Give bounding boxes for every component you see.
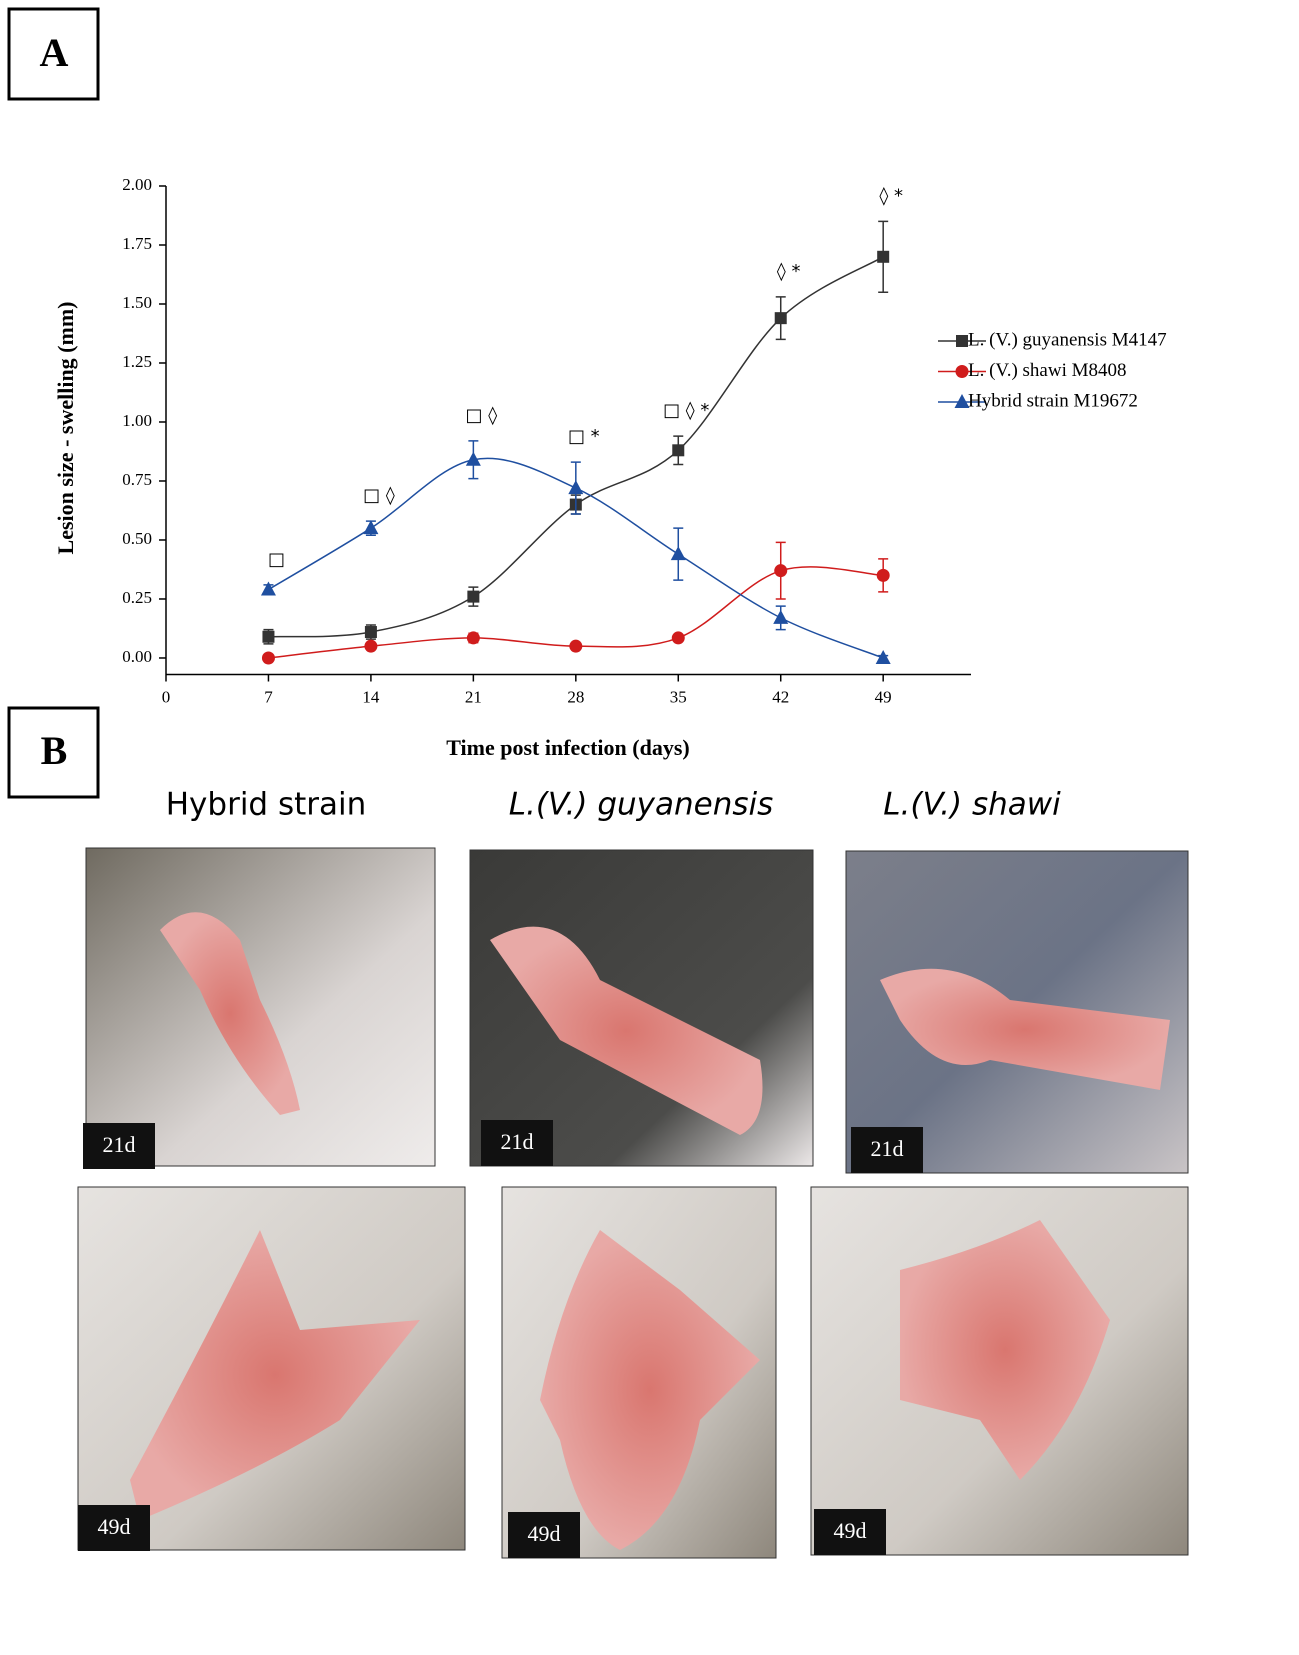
photo-label: 49d bbox=[528, 1521, 561, 1546]
legend-entry: L. (V.) shawi M8408 bbox=[968, 360, 1127, 381]
x-tick-label: 21 bbox=[465, 687, 482, 706]
photo-label: 49d bbox=[834, 1518, 867, 1543]
marker bbox=[672, 444, 685, 457]
marker bbox=[875, 649, 891, 664]
marker bbox=[773, 609, 789, 624]
legend-entry: Hybrid strain M19672 bbox=[968, 390, 1138, 411]
y-tick-label: 0.00 bbox=[122, 647, 152, 666]
marker bbox=[568, 480, 584, 495]
x-tick-label: 7 bbox=[264, 687, 273, 706]
paw bbox=[130, 1230, 420, 1520]
marker bbox=[466, 631, 480, 645]
significance-mark: ◊ * bbox=[879, 185, 903, 206]
marker bbox=[363, 520, 379, 535]
photo-label: 21d bbox=[501, 1129, 534, 1154]
marker bbox=[956, 335, 968, 347]
paw bbox=[160, 912, 300, 1115]
label-box bbox=[508, 1512, 580, 1558]
marker bbox=[467, 590, 480, 603]
paw bbox=[540, 1230, 760, 1550]
panel-label: B bbox=[41, 728, 68, 773]
significance-mark: □ ◊ * bbox=[663, 400, 709, 421]
y-axis-label: Lesion size - swelling (mm) bbox=[53, 302, 78, 555]
paw bbox=[900, 1220, 1110, 1480]
panel-label: A bbox=[40, 30, 69, 75]
y-tick-label: 1.50 bbox=[122, 293, 152, 312]
significance-mark: □ ◊ bbox=[466, 405, 498, 426]
y-tick-label: 0.25 bbox=[122, 588, 152, 607]
panel-box bbox=[7, 706, 100, 799]
marker bbox=[955, 365, 969, 378]
marker bbox=[670, 546, 686, 561]
x-tick-label: 0 bbox=[162, 687, 171, 706]
marker bbox=[364, 639, 378, 653]
label-box bbox=[78, 1505, 150, 1551]
marker bbox=[262, 630, 275, 643]
photo-label: 49d bbox=[98, 1514, 131, 1539]
x-tick-label: 35 bbox=[670, 687, 687, 706]
column-heading: Hybrid strain bbox=[166, 787, 367, 823]
y-tick-label: 1.25 bbox=[122, 352, 152, 371]
significance-mark: □ bbox=[268, 549, 285, 570]
label-box bbox=[814, 1509, 886, 1555]
marker bbox=[876, 568, 890, 582]
marker bbox=[774, 312, 787, 325]
marker bbox=[364, 626, 377, 639]
label-box bbox=[481, 1120, 553, 1166]
marker bbox=[877, 250, 890, 263]
paw bbox=[880, 968, 1170, 1090]
x-tick-label: 28 bbox=[567, 687, 584, 706]
marker bbox=[569, 639, 583, 653]
x-tick-label: 14 bbox=[362, 687, 380, 706]
x-tick-label: 49 bbox=[875, 687, 892, 706]
marker bbox=[465, 451, 481, 466]
x-tick-label: 42 bbox=[772, 687, 789, 706]
column-heading: L.(V.) shawi bbox=[883, 787, 1061, 823]
y-tick-label: 2.00 bbox=[122, 175, 152, 194]
y-tick-label: 1.75 bbox=[122, 234, 152, 253]
chart: 0.00 0.25 0.50 0.75 1.00 1.25 1.50 1.75 2.00 0 7 14… bbox=[53, 175, 1167, 760]
significance-mark: □ ◊ bbox=[363, 485, 395, 506]
photo-label: 21d bbox=[103, 1132, 136, 1157]
significance-mark: ◊ * bbox=[777, 261, 801, 282]
marker bbox=[261, 651, 275, 665]
marker bbox=[774, 564, 788, 578]
label-box bbox=[851, 1127, 923, 1173]
x-axis-label: Time post infection (days) bbox=[446, 735, 689, 760]
marker bbox=[260, 581, 276, 596]
photo-label: 21d bbox=[871, 1136, 904, 1161]
column-heading: L.(V.) guyanensis bbox=[509, 787, 774, 823]
photo-grid: Hybrid strain L.(V.) guyanensis L.(V.) sha… bbox=[77, 787, 1189, 1559]
marker bbox=[954, 394, 970, 408]
y-tick-label: 1.00 bbox=[122, 411, 152, 430]
y-tick-label: 0.50 bbox=[122, 529, 152, 548]
label-box bbox=[83, 1123, 155, 1169]
marker bbox=[671, 631, 685, 645]
significance-mark: □ * bbox=[568, 426, 600, 447]
panel-box bbox=[7, 7, 100, 101]
y-tick-label: 0.75 bbox=[122, 470, 152, 489]
paw bbox=[490, 926, 763, 1135]
legend-entry: L. (V.) guyanensis M4147 bbox=[968, 329, 1167, 350]
